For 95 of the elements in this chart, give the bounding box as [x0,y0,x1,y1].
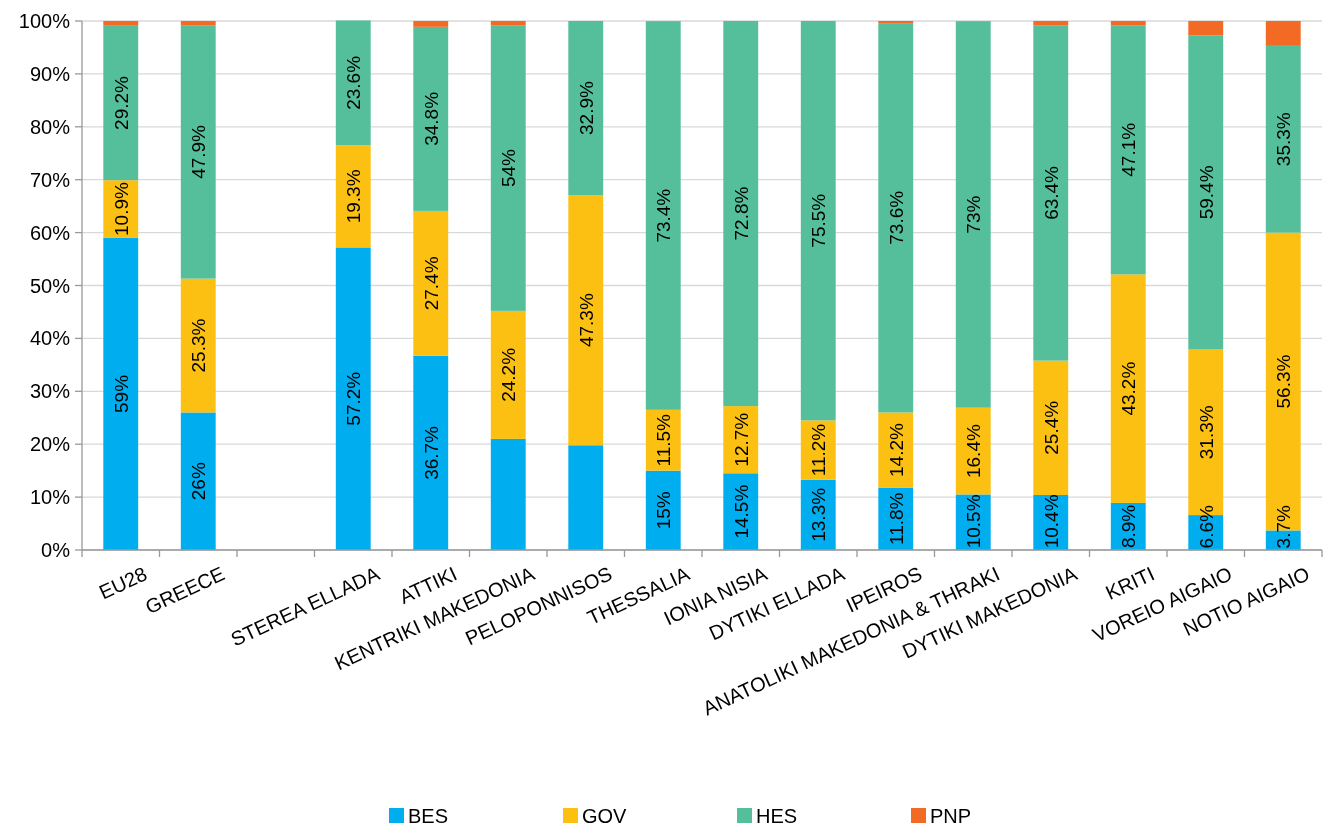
data-label: 73.6% [885,190,907,245]
y-tick-label: 100% [18,10,71,32]
bar [568,21,604,196]
data-label: 36.7% [420,425,442,480]
y-tick-label: 40% [29,327,71,350]
bar [413,355,449,550]
data-label: 43.2% [1118,361,1140,416]
y-tick-label: 90% [29,62,71,85]
bar [413,21,449,27]
data-label: 8.9% [1118,504,1140,549]
bar [1265,21,1301,46]
data-label: 14.2% [885,422,907,477]
bar [878,23,914,413]
bar [490,438,526,550]
data-label: 47.3% [575,293,597,348]
legend-label: BES [408,805,449,827]
data-label: 27.4% [420,256,442,311]
bar [1188,35,1224,350]
data-label: 34.8% [420,91,442,146]
data-label: 75.5% [808,193,830,248]
data-label: 59.4% [1195,165,1217,220]
bar [180,278,216,413]
y-tick-label: 70% [29,168,71,191]
bar [1110,21,1146,26]
data-label: 11.8% [885,492,907,546]
bar [180,25,216,279]
bar [103,21,139,26]
y-tick-label: 20% [29,433,71,456]
data-label: 13.3% [808,487,830,542]
data-label: 26% [188,462,210,501]
bar [413,210,449,356]
data-label: 54% [498,148,520,188]
data-label: 23.6% [343,55,365,110]
bar [180,21,216,26]
bar [1033,360,1069,495]
y-tick-label: 10% [29,486,71,509]
data-label: 56.3% [1273,354,1295,409]
bar [568,195,604,446]
legend-label: PNP [930,805,972,827]
data-label: 73.4% [653,188,675,243]
y-tick-label: 60% [29,221,71,244]
data-label: 10.5% [963,494,985,549]
data-label: 12.7% [730,412,752,467]
data-label: 31.3% [1195,405,1217,460]
bar [413,26,449,211]
data-label: 25.3% [188,318,210,373]
data-label: 32.9% [575,80,597,135]
bar [1033,25,1069,361]
y-tick-label: 50% [29,274,71,297]
bar [723,21,759,407]
bar [955,21,991,408]
data-label: 24.2% [498,347,520,402]
bar [645,21,681,410]
data-label: 59% [110,374,132,413]
y-tick-label: 30% [29,380,71,403]
bar [103,237,139,550]
y-tick-label: 80% [29,115,71,138]
data-label: 10.9% [110,182,132,236]
data-label: 63.4% [1040,165,1062,220]
bar [800,21,836,421]
bar [878,21,914,24]
data-label: 47.1% [1118,122,1140,177]
data-label: 3.7% [1273,504,1295,549]
bar [1110,274,1146,503]
bar [335,20,371,146]
data-label: 10.4% [1040,494,1062,549]
data-label: 57.2% [343,371,365,426]
data-label: 11.5% [653,413,675,467]
bar [335,145,371,248]
bar [180,412,216,550]
data-label: 47.9% [188,124,210,179]
bar [1110,25,1146,275]
data-label: 25.4% [1040,400,1062,455]
data-label: 15% [653,491,675,530]
data-label: 19.3% [343,169,365,224]
data-label: 29.2% [110,75,132,130]
bar [490,310,526,439]
legend-label: HES [756,805,798,827]
data-label: 16.4% [963,424,985,479]
data-label: 14.5% [730,484,752,539]
bar [490,21,526,26]
data-label: 72.8% [730,186,752,241]
bar [1188,21,1224,36]
bar [103,25,139,181]
bar [568,445,604,550]
data-label: 73% [963,195,985,234]
bar [1265,45,1301,233]
bar [1033,21,1069,26]
data-label: 11.2% [808,423,830,477]
data-label: 6.6% [1195,504,1217,549]
bar [335,247,371,550]
bar [490,25,526,311]
legend-label: GOV [582,805,628,827]
data-label: 35.3% [1273,112,1295,167]
y-tick-label: 0% [41,539,71,561]
